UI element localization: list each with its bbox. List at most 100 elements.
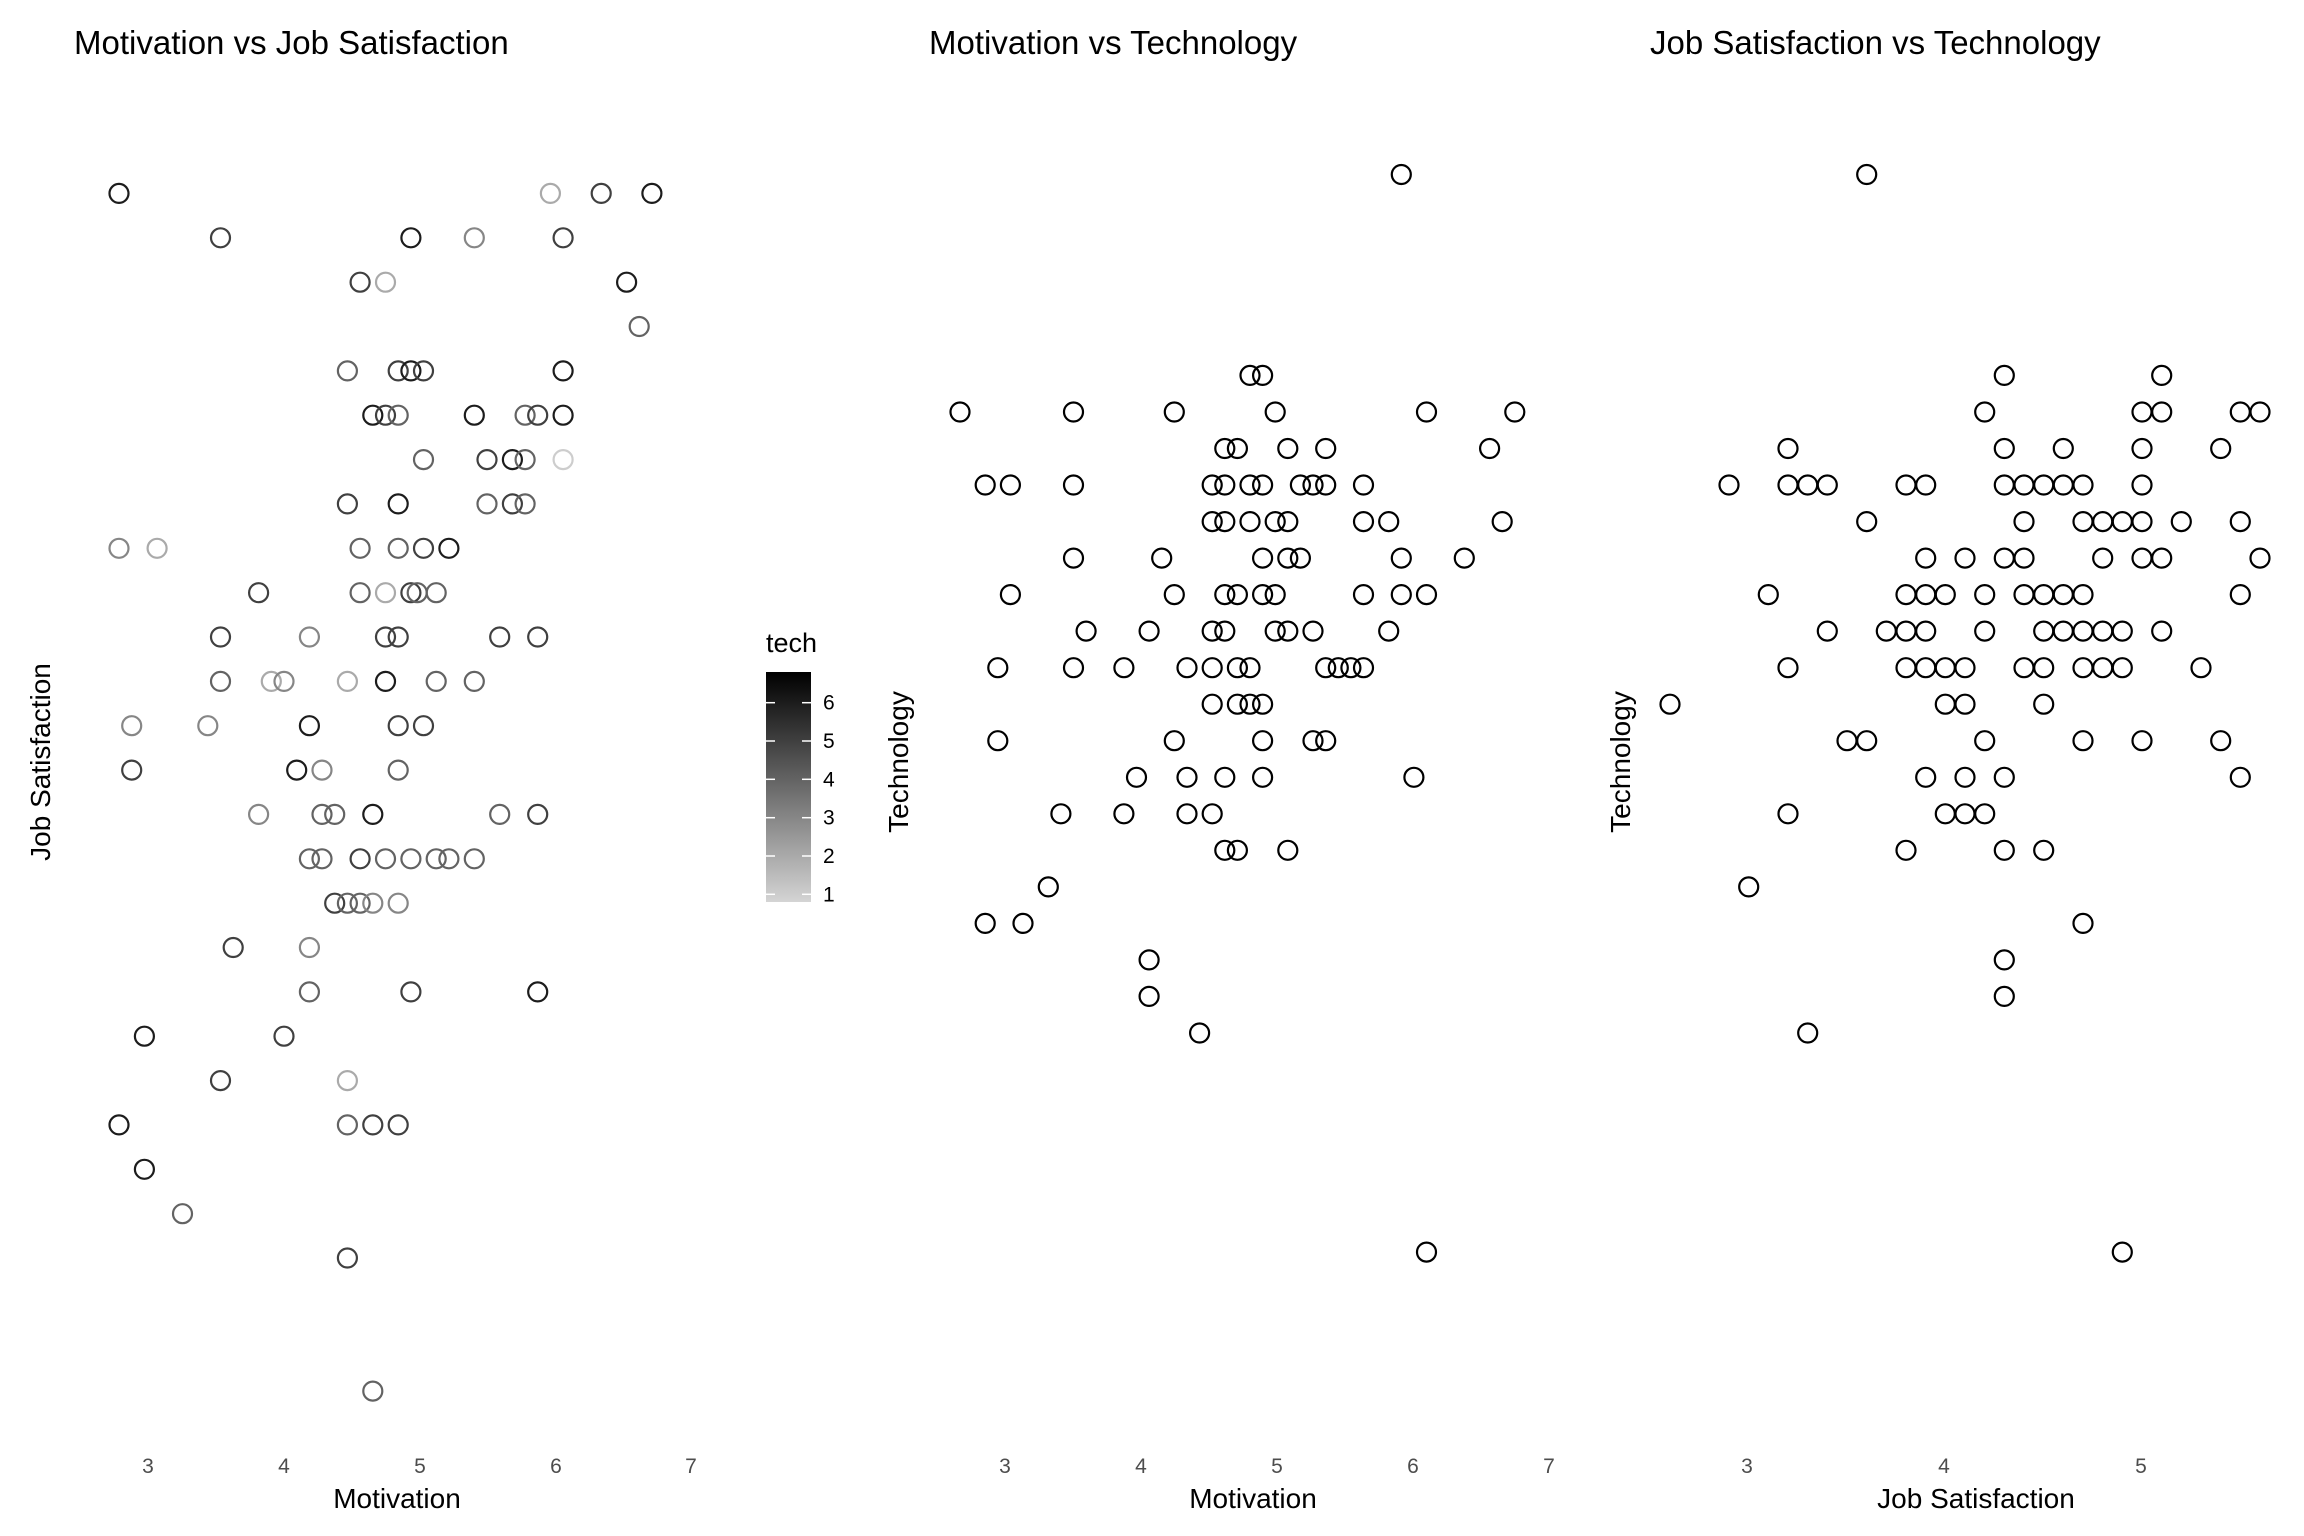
chart-title: Motivation vs Job Satisfaction (74, 24, 509, 61)
data-point (349, 848, 371, 870)
chart-title: Motivation vs Technology (929, 24, 1298, 61)
data-point (514, 493, 536, 515)
data-point (133, 1025, 155, 1047)
legend-tick-label: 2 (823, 845, 835, 868)
data-point (1315, 474, 1337, 496)
data-point (1302, 620, 1324, 642)
data-point (1875, 620, 1897, 642)
data-point (552, 360, 574, 382)
data-point (1327, 657, 1349, 679)
data-point (1214, 839, 1236, 861)
data-point (2170, 510, 2192, 533)
data-point (1378, 510, 1400, 533)
data-point (412, 715, 435, 737)
data-point (374, 626, 397, 648)
data-point (1315, 657, 1337, 679)
data-point (1201, 657, 1223, 679)
data-point (1214, 437, 1236, 460)
data-point (311, 803, 333, 826)
data-point (1125, 766, 1148, 788)
data-point (463, 404, 485, 426)
data-point (209, 1069, 232, 1092)
data-point (1277, 839, 1299, 861)
data-point (1915, 474, 1937, 496)
data-point (2249, 401, 2271, 423)
data-point (1390, 163, 1412, 186)
data-point (1176, 766, 1198, 788)
data-point (1491, 510, 1513, 533)
data-point (1277, 620, 1299, 642)
y-axis-label: Job Satisfaction (25, 663, 56, 861)
data-point (2052, 583, 2074, 606)
data-point (2131, 474, 2153, 496)
data-point (2151, 547, 2173, 569)
data-point (273, 1025, 295, 1047)
data-point (1214, 510, 1236, 533)
data-point (1954, 766, 1976, 788)
data-point (1239, 657, 1261, 679)
data-point (1340, 657, 1362, 679)
data-point (1915, 657, 1937, 679)
data-point (1974, 620, 1996, 642)
data-point (2190, 657, 2212, 679)
data-point (1251, 730, 1274, 752)
data-point (1974, 803, 1996, 825)
data-point (1251, 583, 1274, 606)
x-axis-label: Motivation (333, 1483, 461, 1514)
data-point (1226, 839, 1249, 861)
panel-motivation-vs-technology: Motivation vs Technology Motivation Tech… (883, 24, 1555, 1514)
data-point (2072, 730, 2094, 752)
data-point (1251, 474, 1274, 496)
data-point (514, 404, 536, 426)
x-axis-label: Job Satisfaction (1877, 1483, 2075, 1514)
data-point (2229, 401, 2251, 423)
data-point (362, 1114, 384, 1136)
data-point (1352, 474, 1375, 496)
scatter-points (1659, 163, 2271, 1263)
data-point (412, 537, 435, 559)
data-point (999, 583, 1022, 606)
data-point (412, 360, 435, 382)
data-point (1777, 474, 1799, 496)
data-point (2249, 547, 2271, 569)
data-point (463, 848, 485, 870)
data-point (349, 537, 371, 559)
data-point (1993, 949, 2015, 971)
data-point (1659, 693, 1681, 715)
data-point (2052, 620, 2074, 642)
y-axis-label: Technology (883, 691, 914, 833)
data-point (1390, 547, 1412, 569)
data-point (374, 848, 397, 870)
data-point (974, 474, 996, 496)
x-axis-label: Motivation (1189, 1483, 1317, 1514)
y-axis-label: Technology (1605, 691, 1636, 833)
data-point (400, 981, 422, 1003)
data-point (1214, 620, 1236, 642)
data-point (1352, 657, 1375, 679)
data-point (336, 493, 358, 515)
data-point (1201, 620, 1223, 642)
data-point (387, 404, 409, 426)
data-point (362, 404, 384, 426)
data-point (1974, 583, 1996, 606)
data-point (1504, 401, 1526, 423)
data-point (1214, 474, 1236, 496)
data-point (2111, 620, 2133, 642)
data-point (209, 626, 232, 648)
data-point (1777, 657, 1799, 679)
data-point (552, 227, 574, 249)
data-point (2092, 547, 2114, 569)
data-point (1836, 730, 1858, 752)
data-point (311, 848, 333, 870)
data-point (209, 227, 232, 249)
data-point (1226, 437, 1249, 460)
data-point (374, 271, 397, 293)
data-point (987, 730, 1009, 752)
scatter-points (949, 163, 1526, 1263)
data-point (1315, 730, 1337, 752)
data-point (1239, 364, 1261, 386)
data-point (1151, 547, 1173, 569)
data-point (1251, 547, 1274, 569)
data-point (1478, 437, 1501, 460)
data-point (2131, 510, 2153, 533)
